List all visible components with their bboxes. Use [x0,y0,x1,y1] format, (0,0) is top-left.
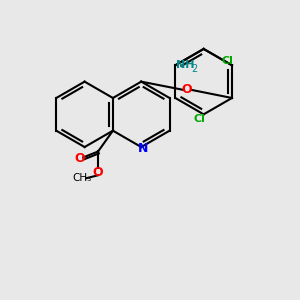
Text: NH: NH [176,60,195,70]
Text: O: O [93,166,104,179]
Text: N: N [137,142,148,155]
Text: 2: 2 [191,64,198,74]
Text: O: O [74,152,85,165]
Text: O: O [181,83,192,96]
Text: CH₃: CH₃ [72,173,91,183]
Text: Cl: Cl [193,114,205,124]
Text: Cl: Cl [222,56,233,66]
